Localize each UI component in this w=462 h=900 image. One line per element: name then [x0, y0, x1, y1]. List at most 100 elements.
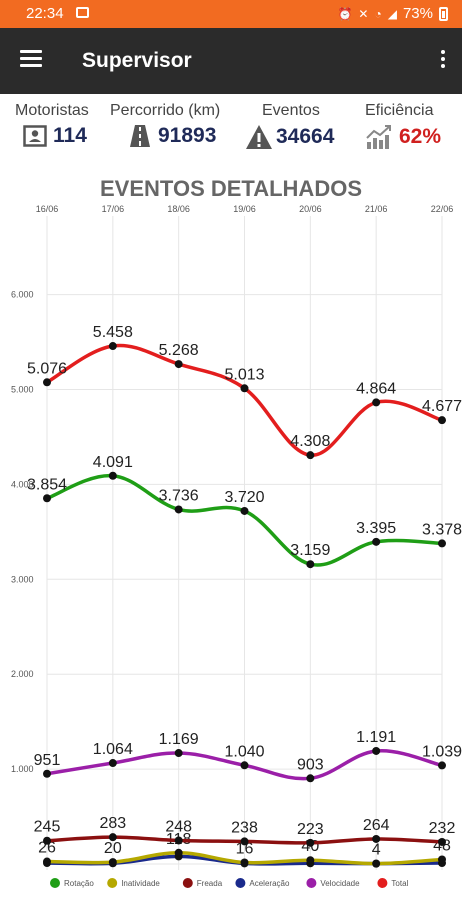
legend-label: Velocidade — [320, 879, 360, 888]
data-point — [372, 834, 381, 843]
chart-title: EVENTOS DETALHADOS — [100, 176, 362, 201]
data-point — [108, 858, 117, 867]
data-label: 3.720 — [224, 489, 264, 506]
data-point — [43, 378, 51, 387]
stat-eventos-value: 34664 — [276, 125, 335, 148]
data-label: 3.854 — [27, 476, 67, 493]
y-tick-label: 6.000 — [11, 290, 34, 300]
data-point — [108, 759, 117, 768]
app-title: Supervisor — [82, 49, 192, 72]
legend-label: Rotação — [64, 879, 94, 888]
data-point — [438, 855, 446, 864]
y-tick-label: 3.000 — [11, 574, 34, 584]
data-label: 283 — [99, 815, 126, 832]
y-tick-label: 4.000 — [11, 479, 34, 489]
data-label: 223 — [297, 821, 324, 838]
status-bar: 22:34 ⏰ ✕ ◔ ◢ 73% — [0, 0, 462, 28]
data-label: 951 — [34, 752, 61, 769]
data-label: 4 — [372, 842, 381, 859]
stat-motoristas-label: Motoristas — [15, 102, 89, 119]
data-point — [438, 416, 446, 425]
data-label: 26 — [38, 840, 56, 857]
data-label: 4.864 — [356, 380, 396, 397]
data-point — [240, 384, 249, 393]
stat-eficiencia[interactable]: Eficiência 62% — [365, 102, 441, 150]
data-point — [43, 836, 51, 845]
alarm-icon: ⏰ — [337, 6, 353, 21]
data-point — [174, 505, 183, 514]
legend-label: Inatividade — [121, 879, 160, 888]
hamburger-menu-icon[interactable] — [20, 50, 42, 68]
data-point — [108, 342, 117, 351]
data-point — [174, 836, 183, 845]
data-point — [174, 749, 183, 758]
data-point — [438, 837, 446, 846]
app-bar: Supervisor — [0, 28, 462, 94]
legend-marker — [306, 878, 317, 888]
status-time: 22:34 — [26, 5, 64, 22]
stat-percorrido-value: 91893 — [158, 124, 217, 147]
x-tick-label: 16/06 — [36, 204, 59, 214]
data-label: 1.191 — [356, 729, 396, 746]
events-chart: EVENTOS DETALHADOS 16/06 17/06 18/06 19/06 20… — [0, 170, 462, 900]
more-vert-icon[interactable] — [440, 50, 446, 71]
stats-row: Motoristas 114 Percorrido (km) 91893 Eve… — [0, 102, 462, 162]
data-point — [174, 848, 183, 857]
stat-percorrido[interactable]: Percorrido (km) 91893 — [110, 102, 220, 148]
data-point — [306, 560, 315, 569]
stat-eficiencia-label: Eficiência — [365, 102, 434, 119]
wifi-icon: ◔ — [374, 6, 382, 21]
stat-motoristas-value: 114 — [53, 124, 87, 147]
data-label: 5.268 — [159, 342, 199, 359]
stat-motoristas[interactable]: Motoristas 114 — [15, 102, 89, 148]
x-tick-label: 22/06 — [431, 204, 454, 214]
data-point — [240, 761, 249, 770]
data-point — [174, 360, 183, 369]
data-point — [306, 451, 315, 460]
data-label: 5.013 — [224, 366, 264, 383]
data-point — [372, 746, 381, 755]
warning-icon — [246, 125, 272, 149]
data-label: 4.677 — [422, 398, 462, 415]
data-point — [108, 471, 117, 480]
battery-percent: 73% — [402, 5, 433, 22]
data-point — [372, 537, 381, 546]
data-label: 5.076 — [27, 360, 67, 377]
data-point — [43, 857, 51, 866]
data-label: 5.458 — [93, 324, 133, 341]
data-label: 4.091 — [93, 454, 133, 471]
data-point — [108, 833, 117, 842]
legend-label: Total — [391, 879, 408, 888]
data-point — [438, 761, 446, 770]
legend-marker — [182, 878, 193, 888]
x-tick-label: 18/06 — [167, 204, 190, 214]
data-point — [43, 494, 51, 503]
data-label: 1.169 — [159, 731, 199, 748]
y-tick-label: 5.000 — [11, 385, 34, 395]
stat-eventos[interactable]: Eventos 34664 — [246, 102, 335, 150]
data-point — [240, 858, 249, 867]
legend-label: Freada — [197, 879, 223, 888]
events-chart-svg: EVENTOS DETALHADOS 16/06 17/06 18/06 19/06 20… — [11, 176, 462, 888]
stat-eficiencia-value: 62% — [399, 125, 442, 148]
data-label: 248 — [165, 818, 192, 835]
data-point — [372, 398, 381, 407]
legend-marker — [235, 878, 246, 888]
battery-icon — [439, 6, 448, 21]
data-point — [43, 769, 51, 778]
stat-percorrido-label: Percorrido (km) — [110, 102, 221, 119]
data-label: 1.040 — [224, 743, 264, 760]
chart-growth-icon — [366, 125, 391, 149]
data-label: 20 — [104, 840, 122, 857]
data-point — [438, 539, 446, 548]
data-label: 1.039 — [422, 743, 462, 760]
y-tick-label: 1.000 — [11, 764, 34, 774]
data-label: 3.395 — [356, 520, 396, 537]
y-tick-label: 2.000 — [11, 669, 34, 679]
data-point — [306, 838, 315, 847]
data-point — [240, 506, 249, 515]
x-tick-label: 17/06 — [102, 204, 125, 214]
data-label: 3.159 — [290, 542, 330, 559]
data-point — [372, 859, 381, 868]
data-label: 238 — [231, 819, 258, 836]
